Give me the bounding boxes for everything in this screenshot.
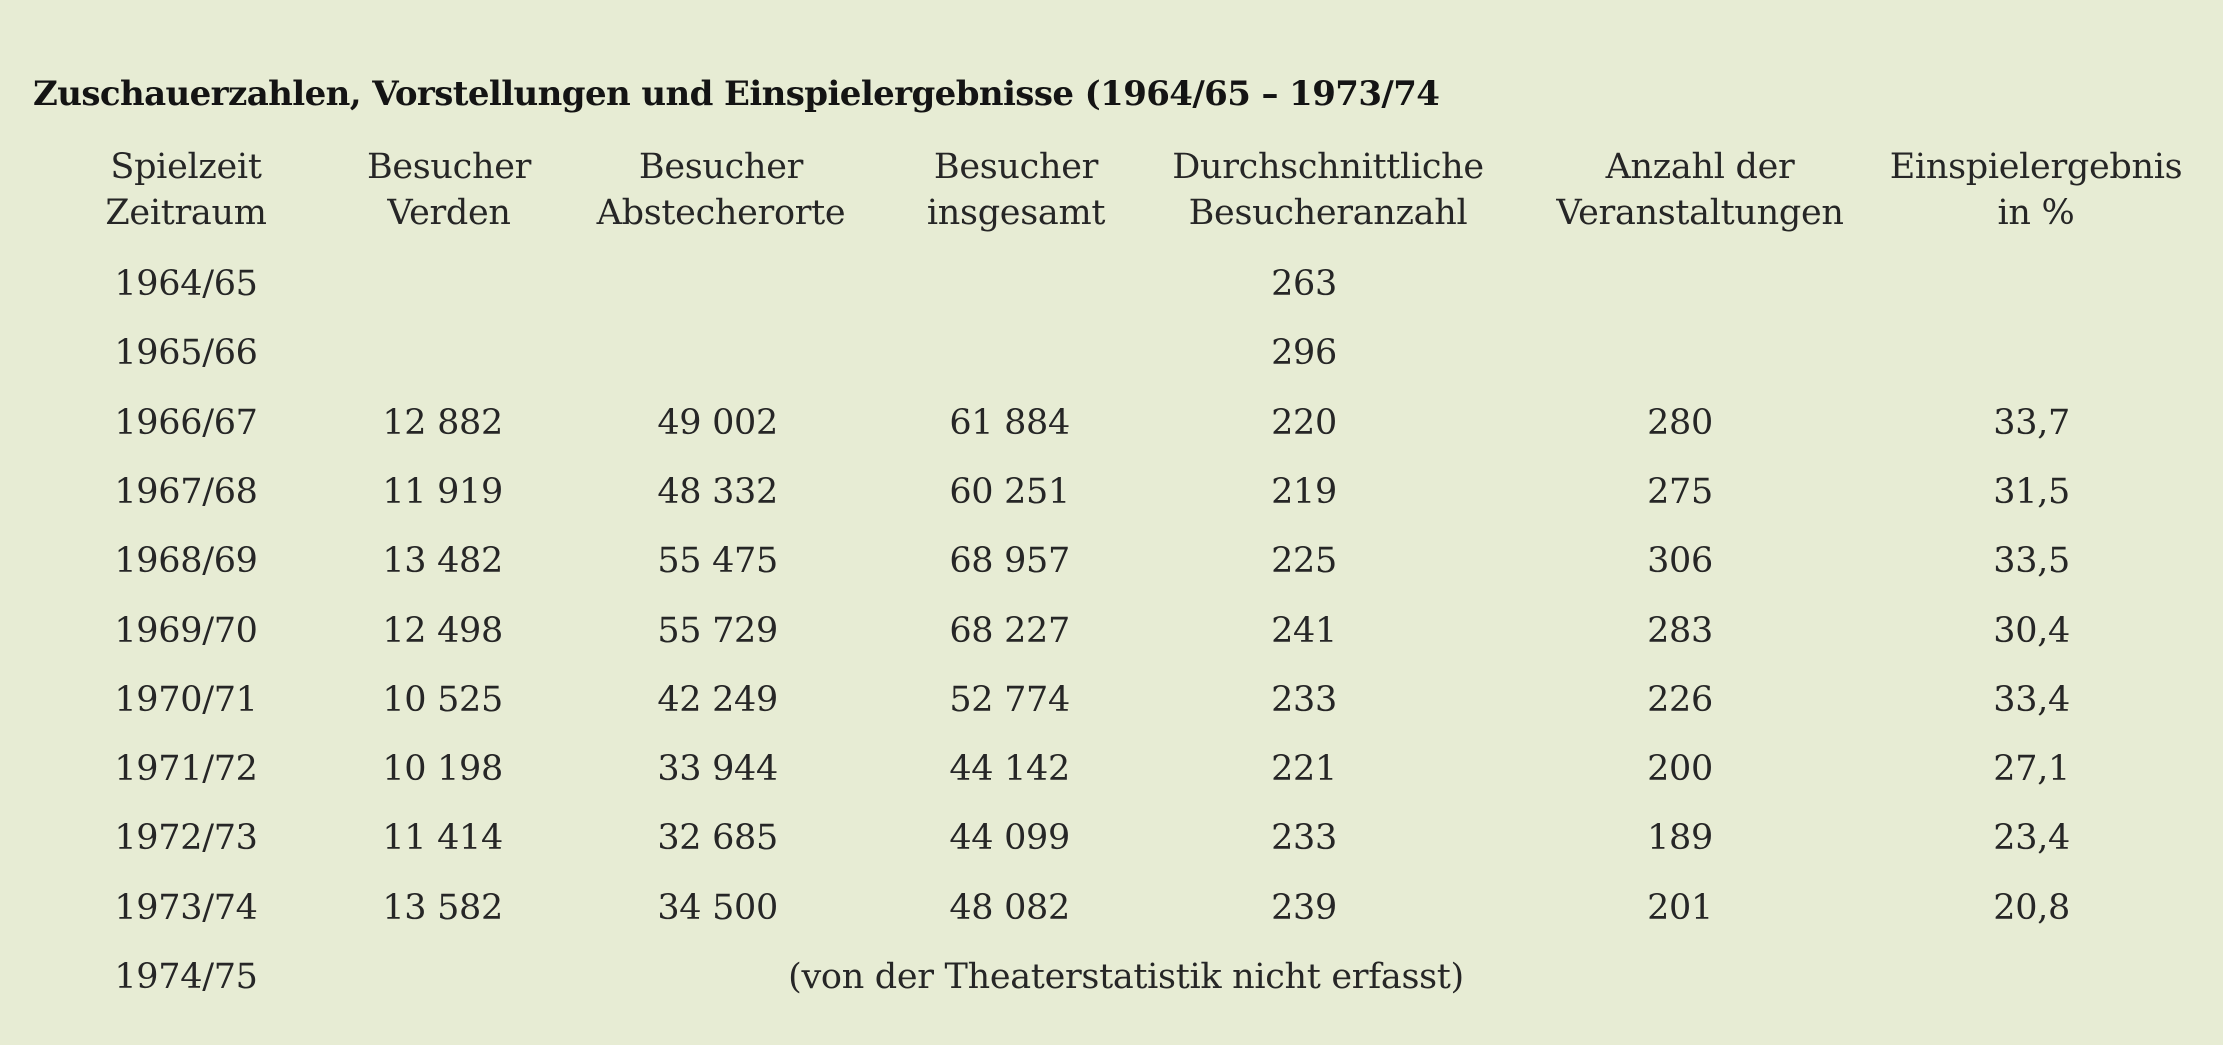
table-cell-durchschnitt: 239 (1271, 888, 1337, 928)
table-cell-gesamt: 68 957 (949, 541, 1070, 581)
header-line: in % (1997, 193, 2075, 233)
table-cell-year: 1971/72 (114, 749, 258, 789)
header-line: Abstecherorte (596, 193, 846, 233)
table-cell-durchschnitt: 225 (1271, 541, 1337, 581)
header-besucher-verden: Besucher Verden (367, 144, 531, 236)
table-cell-year: 1974/75 (114, 957, 258, 997)
table-title: Zuschauerzahlen, Vorstellungen und Einsp… (33, 74, 1440, 114)
table-cell-gesamt: 68 227 (949, 611, 1070, 651)
table-cell-gesamt: 52 774 (949, 680, 1070, 720)
header-line: insgesamt (926, 193, 1106, 233)
table-cell-verden: 13 582 (382, 888, 503, 928)
table-cell-anzahl: 201 (1647, 888, 1713, 928)
table-cell-verden: 11 919 (382, 472, 503, 512)
table-cell-anzahl: 189 (1647, 818, 1713, 858)
table-cell-abstecher: 42 249 (657, 680, 778, 720)
header-line: Anzahl der (1605, 147, 1795, 187)
table-cell-gesamt: 44 142 (949, 749, 1070, 789)
header-einspielergebnis: Einspielergebnis in % (1890, 144, 2183, 236)
header-besucher-abstecherorte: Besucher Abstecherorte (597, 144, 846, 236)
table-cell-ergebnis: 30,4 (1993, 611, 2070, 651)
table-cell-year: 1969/70 (114, 611, 258, 651)
table-cell-anzahl: 226 (1647, 680, 1713, 720)
table-cell-abstecher: 49 002 (657, 403, 778, 443)
table-cell-year: 1967/68 (114, 472, 258, 512)
table-cell-ergebnis: 33,5 (1993, 541, 2070, 581)
table-cell-anzahl: 200 (1647, 749, 1713, 789)
table-cell-gesamt: 48 082 (949, 888, 1070, 928)
table-cell-year: 1973/74 (114, 888, 258, 928)
header-durchschnittliche-besucheranzahl: Durchschnittliche Besucheranzahl (1172, 144, 1484, 236)
table-cell-ergebnis: 31,5 (1993, 472, 2070, 512)
table-cell-ergebnis: 33,4 (1993, 680, 2070, 720)
table-cell-anzahl: 306 (1647, 541, 1713, 581)
header-line: Veranstaltungen (1556, 193, 1844, 233)
table-cell-year: 1964/65 (114, 264, 258, 304)
table-cell-abstecher: 34 500 (657, 888, 778, 928)
table-cell-anzahl: 283 (1647, 611, 1713, 651)
table-cell-durchschnitt: 241 (1271, 611, 1337, 651)
table-cell-ergebnis: 33,7 (1993, 403, 2070, 443)
table-cell-year: 1972/73 (114, 818, 258, 858)
header-line: Zeitraum (105, 193, 267, 233)
table-cell-durchschnitt: 219 (1271, 472, 1337, 512)
header-besucher-insgesamt: Besucher insgesamt (926, 144, 1106, 236)
header-anzahl-veranstaltungen: Anzahl der Veranstaltungen (1556, 144, 1844, 236)
table-cell-gesamt: 61 884 (949, 403, 1070, 443)
header-line: Einspielergebnis (1889, 147, 2183, 187)
table-cell-ergebnis: 20,8 (1993, 888, 2070, 928)
table-cell-abstecher: 32 685 (657, 818, 778, 858)
table-cell-abstecher: 55 475 (657, 541, 778, 581)
table-cell-durchschnitt: 220 (1271, 403, 1337, 443)
header-line: Besucheranzahl (1188, 193, 1468, 233)
table-cell-ergebnis: 27,1 (1993, 749, 2070, 789)
table-cell-durchschnitt: 296 (1271, 333, 1337, 373)
table-cell-year: 1965/66 (114, 333, 258, 373)
header-spielzeit: Spielzeit Zeitraum (105, 144, 267, 236)
header-line: Besucher (933, 147, 1099, 187)
table-cell-abstecher: 48 332 (657, 472, 778, 512)
table-cell-durchschnitt: 233 (1271, 680, 1337, 720)
header-line: Besucher (638, 147, 804, 187)
table-note: (von der Theaterstatistik nicht erfasst) (788, 957, 1464, 997)
table-cell-abstecher: 55 729 (657, 611, 778, 651)
header-line: Verden (387, 193, 511, 233)
table-cell-verden: 12 882 (382, 403, 503, 443)
table-cell-year: 1966/67 (114, 403, 258, 443)
table-cell-durchschnitt: 233 (1271, 818, 1337, 858)
table-cell-verden: 10 525 (382, 680, 503, 720)
header-line: Spielzeit (110, 147, 262, 187)
table-cell-durchschnitt: 221 (1271, 749, 1337, 789)
table-cell-anzahl: 275 (1647, 472, 1713, 512)
table-cell-ergebnis: 23,4 (1993, 818, 2070, 858)
table-cell-year: 1970/71 (114, 680, 258, 720)
table-cell-verden: 13 482 (382, 541, 503, 581)
table-cell-verden: 12 498 (382, 611, 503, 651)
table-cell-gesamt: 44 099 (949, 818, 1070, 858)
table-cell-abstecher: 33 944 (657, 749, 778, 789)
header-line: Durchschnittliche (1172, 147, 1484, 187)
table-cell-year: 1968/69 (114, 541, 258, 581)
table-cell-durchschnitt: 263 (1271, 264, 1337, 304)
table-cell-verden: 11 414 (382, 818, 503, 858)
table-cell-verden: 10 198 (382, 749, 503, 789)
header-line: Besucher (366, 147, 532, 187)
table-cell-gesamt: 60 251 (949, 472, 1070, 512)
table-cell-anzahl: 280 (1647, 403, 1713, 443)
